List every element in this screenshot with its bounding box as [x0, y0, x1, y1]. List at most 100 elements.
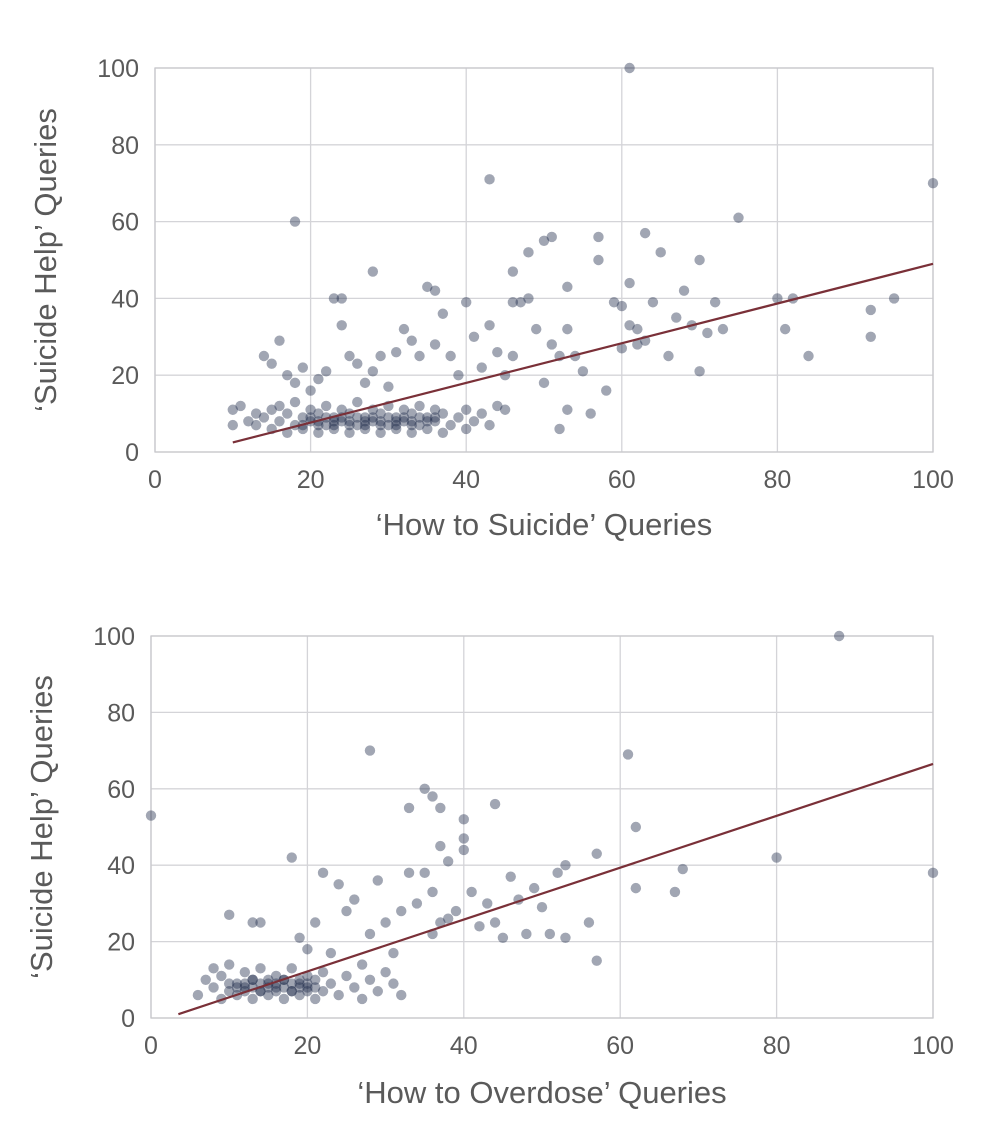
scatter-point	[282, 408, 293, 419]
scatter-point	[352, 396, 363, 408]
scatter-point	[208, 982, 219, 993]
scatter-point	[422, 416, 433, 427]
scatter-point	[216, 970, 227, 982]
x-tick-label: 0	[148, 466, 162, 494]
scatter-point	[302, 944, 313, 955]
scatter-point	[278, 993, 290, 1005]
scatter-point	[833, 630, 845, 642]
y-tick-label: 40	[111, 285, 139, 313]
scatter-point	[333, 989, 344, 1001]
y-tick-label: 80	[107, 699, 135, 727]
scatter-point	[239, 978, 251, 989]
scatter-point	[414, 400, 425, 412]
scatter-point	[145, 810, 157, 821]
scatter-point	[398, 412, 410, 423]
scatter-point	[364, 928, 376, 940]
scatter-point	[803, 350, 814, 362]
scatter-point	[427, 791, 438, 802]
scatter-point	[336, 293, 347, 304]
scatter-point	[336, 404, 347, 415]
scatter-point	[406, 419, 417, 431]
scatter-point	[336, 320, 347, 331]
scatter-point	[622, 749, 634, 760]
scatter-point	[521, 928, 532, 940]
scatter-point	[390, 346, 402, 358]
scatter-point	[383, 412, 394, 423]
scatter-point	[466, 886, 477, 898]
scatter-point	[294, 974, 305, 985]
scatter-point	[328, 423, 340, 435]
scatter-point	[364, 745, 376, 756]
scatter-point	[419, 867, 430, 879]
scatter-point	[274, 335, 285, 346]
trend-line	[232, 262, 934, 444]
scatter-point	[310, 982, 321, 993]
scatter-point	[647, 297, 659, 308]
scatter-point	[468, 416, 480, 427]
scatter-point	[310, 974, 321, 985]
scatter-point	[247, 917, 258, 928]
scatter-point	[294, 982, 305, 993]
scatter-point	[709, 297, 721, 308]
scatter-point	[669, 886, 681, 898]
x-axis-label: ‘How to Overdose’ Queries	[357, 1075, 726, 1110]
y-tick-label: 20	[111, 362, 139, 390]
scatter-point	[624, 277, 635, 289]
y-tick-label: 40	[107, 852, 135, 880]
scatter-point	[497, 932, 509, 943]
scatter-point	[200, 974, 211, 985]
scatter-point	[639, 227, 651, 239]
scatter-point	[484, 320, 495, 331]
scatter-point	[406, 408, 417, 419]
x-tick-label: 100	[912, 466, 954, 494]
scatter-point	[442, 856, 454, 867]
scatter-point	[258, 350, 270, 362]
scatter-point	[192, 989, 204, 1001]
y-tick-label: 0	[125, 439, 139, 467]
scatter-point	[328, 419, 340, 431]
scatter-point	[414, 419, 425, 431]
scatter-point	[507, 266, 519, 277]
scatter-point	[450, 905, 462, 917]
scatter-point	[608, 297, 620, 308]
scatter-point	[341, 905, 352, 917]
scatter-point	[398, 404, 410, 415]
scatter-point	[484, 174, 495, 185]
scatter-point	[655, 247, 666, 258]
scatter-point	[310, 917, 321, 928]
scatter-point	[383, 419, 394, 431]
scatter-point	[359, 423, 371, 435]
trend-line	[178, 762, 934, 1016]
scatter-point	[507, 350, 519, 362]
scatter-point	[239, 966, 251, 978]
scatter-point	[359, 377, 371, 389]
scatter-point	[536, 902, 548, 913]
scatter-point	[435, 840, 446, 852]
scatter-point	[294, 989, 305, 1001]
scatter-point	[258, 412, 270, 423]
scatter-point	[289, 216, 301, 227]
scatter-point	[403, 867, 415, 879]
scatter-point	[546, 339, 557, 350]
scatter-point	[328, 416, 340, 427]
x-tick-label: 60	[606, 1032, 634, 1060]
scatter-point	[289, 396, 301, 408]
y-axis-label: ‘Suicide Help’ Queries	[24, 675, 59, 979]
scatter-point	[453, 412, 464, 423]
scatter-point	[274, 400, 285, 412]
scatter-point	[227, 419, 238, 431]
scatter-point	[546, 231, 557, 243]
scatter-point	[266, 404, 277, 415]
scatter-point	[445, 419, 456, 431]
y-tick-label: 60	[107, 776, 135, 804]
scatter-point	[489, 917, 501, 928]
scatter-point	[429, 404, 441, 415]
scatter-point	[250, 408, 262, 419]
scatter-point	[888, 293, 900, 304]
scatter-point	[247, 974, 258, 985]
scatter-point	[325, 947, 337, 959]
scatter-point	[406, 335, 417, 346]
scatter-point	[356, 993, 368, 1005]
scatter-point	[927, 867, 939, 879]
scatter-point	[523, 293, 534, 304]
